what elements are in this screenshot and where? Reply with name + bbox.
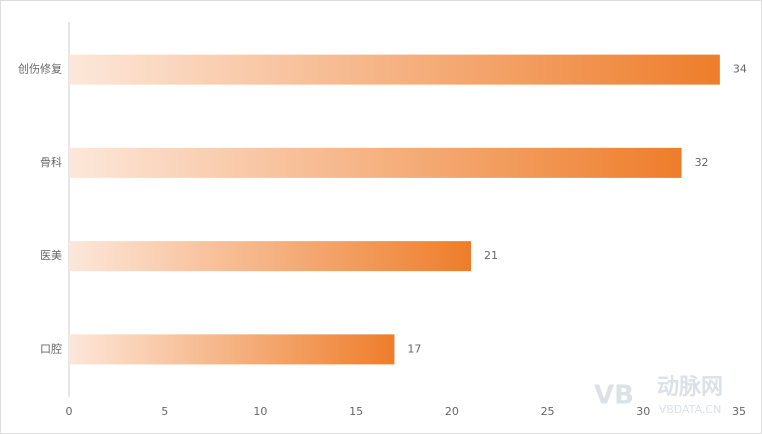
bar	[69, 147, 682, 178]
x-tick-label: 0	[66, 405, 73, 418]
value-label: 32	[695, 156, 709, 169]
watermark: VB 动脉网 VBDATA.CN	[594, 375, 723, 416]
y-tick-label: 口腔	[40, 341, 62, 355]
x-tick-label: 5	[161, 405, 168, 418]
watermark-name: 动脉网	[657, 375, 723, 400]
value-label: 21	[484, 249, 498, 262]
x-tick-label: 15	[349, 405, 363, 418]
x-tick-label: 35	[732, 405, 746, 418]
y-tick-label: 创伤修复	[18, 62, 62, 76]
bar	[69, 241, 471, 272]
x-tick-label: 30	[636, 405, 650, 418]
watermark-site: VBDATA.CN	[659, 403, 722, 416]
y-tick-label: 骨科	[40, 155, 62, 169]
x-tick-label: 25	[541, 405, 555, 418]
bar	[69, 54, 720, 85]
bar	[69, 334, 395, 365]
value-label: 17	[407, 342, 421, 355]
y-tick-label: 医美	[40, 249, 62, 262]
value-label: 34	[733, 63, 747, 76]
watermark-logo: VB	[594, 381, 634, 411]
x-tick-label: 20	[445, 405, 459, 418]
x-tick-label: 10	[253, 405, 267, 418]
